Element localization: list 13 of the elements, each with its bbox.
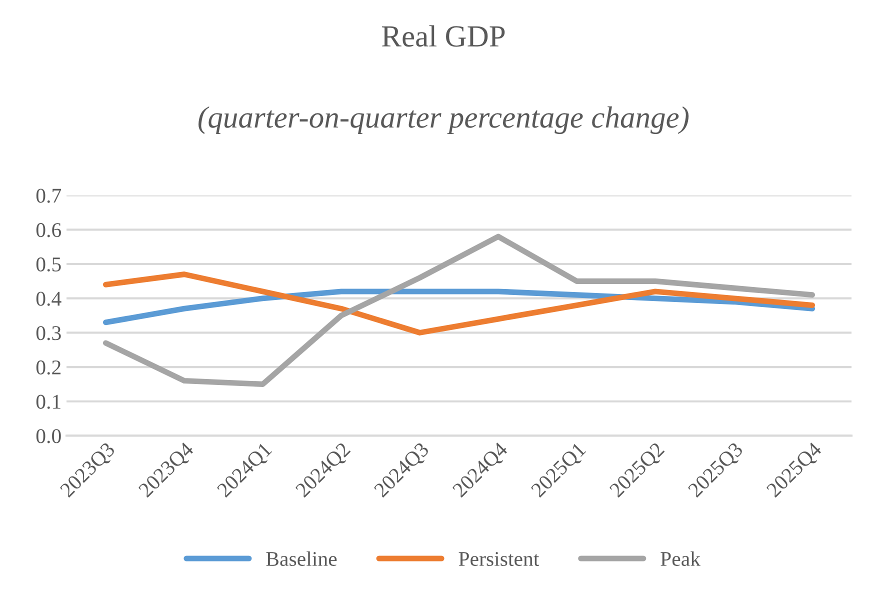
legend-label: Peak (660, 551, 701, 566)
y-tick-label: 0.1 (36, 394, 60, 409)
y-tick-label: 0.2 (36, 360, 61, 375)
legend-label: Persistent (458, 552, 540, 566)
y-tick-label: 0.0 (36, 429, 61, 444)
y-tick-label: 0.7 (36, 188, 62, 203)
y-tick-label: 0.4 (36, 292, 62, 306)
y-tick-label: 0.5 (36, 257, 61, 272)
y-tick-label: 0.3 (36, 326, 61, 340)
chart-title: Real GDP (382, 25, 505, 47)
y-tick-label: 0.6 (36, 223, 62, 238)
chart-subtitle: (quarter-on-quarter percentage change) (198, 106, 689, 134)
legend-label: Baseline (266, 551, 337, 566)
